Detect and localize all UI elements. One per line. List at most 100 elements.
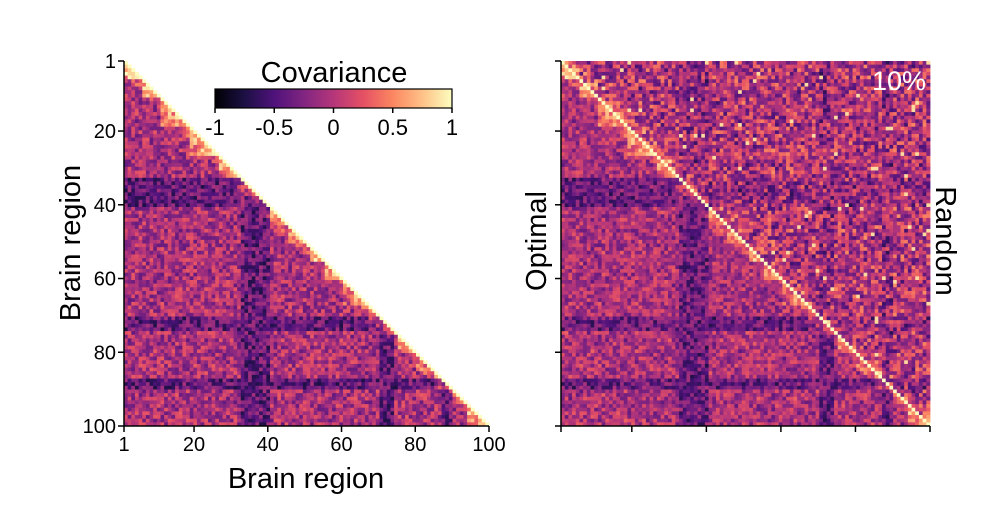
heatmap-cell [197,374,202,379]
heatmap-cell [127,170,132,175]
heatmap-cell [182,290,187,295]
heatmap-cell [273,356,278,361]
heatmap-cell [175,221,180,226]
heatmap-cell [171,334,176,339]
heatmap-cell [207,207,212,212]
heatmap-cell [175,210,180,215]
heatmap-cell [335,389,340,394]
heatmap-cell [229,400,234,405]
heatmap-cell [160,232,165,237]
heatmap-cell [186,217,191,222]
heatmap-cell [142,356,147,361]
heatmap-cell [226,177,231,182]
heatmap-cell [226,290,231,295]
heatmap-cell [182,152,187,157]
heatmap-cell [156,177,161,182]
heatmap-cell [131,422,136,427]
heatmap-cell [255,254,260,259]
heatmap-cell [156,185,161,190]
heatmap-cell [273,254,278,259]
heatmap-cell [441,389,446,394]
heatmap-cell [131,225,136,230]
heatmap-cell [397,415,402,420]
heatmap-cell [368,305,373,310]
heatmap-cell [364,404,369,409]
heatmap-cell [255,239,260,244]
heatmap-cell [412,382,417,387]
heatmap-cell [233,261,238,266]
heatmap-cell [357,345,362,350]
heatmap-cell [291,280,296,285]
heatmap-cell [459,415,464,420]
heatmap-cell [153,232,158,237]
heatmap-cell [361,323,366,328]
heatmap-cell [328,320,333,325]
heatmap-cell [270,334,275,339]
heatmap-cell [207,188,212,193]
heatmap-cell [248,363,253,368]
heatmap-cell [310,418,315,423]
heatmap-cell [142,196,147,201]
heatmap-cell [131,393,136,398]
heatmap-cell [193,312,198,317]
heatmap-cell [233,396,238,401]
heatmap-cell [124,280,129,285]
heatmap-cell [233,331,238,336]
heatmap-cell [302,276,307,281]
heatmap-cell [182,192,187,197]
heatmap-cell [383,338,388,343]
heatmap-cell [178,141,183,146]
heatmap-cell [160,385,165,390]
heatmap-cell [405,411,410,416]
heatmap-cell [259,199,264,204]
heatmap-cell [156,174,161,179]
heatmap-cell [138,232,143,237]
heatmap-cell [153,119,158,124]
heatmap-cell [178,331,183,336]
heatmap-cell [182,265,187,270]
heatmap-cell [211,353,216,358]
heatmap-cell [229,374,234,379]
heatmap-cell [262,363,267,368]
heatmap-cell [339,323,344,328]
heatmap-cell [186,261,191,266]
heatmap-cell [226,312,231,317]
heatmap-cell [266,371,271,376]
heatmap-cell [200,360,205,365]
heatmap-cell [295,327,300,332]
heatmap-cell [313,396,318,401]
heatmap-cell [124,115,129,120]
heatmap-cell [222,188,227,193]
heatmap-cell [259,207,264,212]
heatmap-cell [193,163,198,168]
heatmap-cell [277,287,282,292]
heatmap-cell [386,415,391,420]
heatmap-cell [211,210,216,215]
heatmap-cell [233,247,238,252]
heatmap-cell [244,199,249,204]
heatmap-cell [182,338,187,343]
heatmap-cell [134,239,139,244]
heatmap-cell [197,415,202,420]
heatmap-cell [423,407,428,412]
heatmap-cell [229,301,234,306]
heatmap-cell [156,287,161,292]
heatmap-cell [131,104,136,109]
heatmap-cell [237,316,242,321]
heatmap-cell [390,407,395,412]
heatmap-cell [200,221,205,226]
heatmap-cell [302,301,307,306]
heatmap-cell [361,411,366,416]
heatmap-cell [142,280,147,285]
heatmap-cell [215,411,220,416]
heatmap-cell [149,338,154,343]
heatmap-cell [266,407,271,412]
heatmap-cell [262,389,267,394]
heatmap-cell [310,393,315,398]
heatmap-cell [401,338,406,343]
heatmap-cell [416,404,421,409]
heatmap-cell [200,243,205,248]
heatmap-cell [240,422,245,427]
heatmap-cell [324,415,329,420]
heatmap-cell [218,312,223,317]
